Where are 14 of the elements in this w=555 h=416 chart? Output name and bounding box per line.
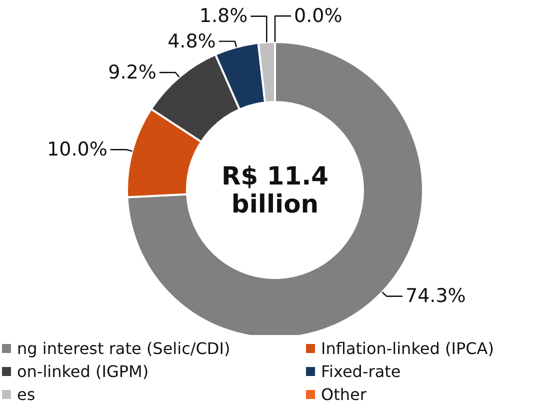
legend-label: es xyxy=(17,384,36,406)
text: R$ 11.4 xyxy=(221,162,329,190)
data-label: 9.2% xyxy=(108,62,156,84)
data-label: 74.3% xyxy=(406,285,466,308)
legend-label: on-linked (IGPM) xyxy=(17,361,149,383)
text: 0.0% xyxy=(294,5,342,27)
legend-label: Inflation-linked (IPCA) xyxy=(321,338,494,360)
data-label: 4.8% xyxy=(168,30,216,52)
legend-label: Other xyxy=(321,384,366,406)
text: billion xyxy=(231,190,319,218)
data-label: 1.8% xyxy=(199,5,248,28)
legend-label: Fixed-rate xyxy=(321,361,401,383)
data-label: 10.0% xyxy=(47,138,108,161)
legend-label: ng interest rate (Selic/CDI) xyxy=(17,338,230,360)
